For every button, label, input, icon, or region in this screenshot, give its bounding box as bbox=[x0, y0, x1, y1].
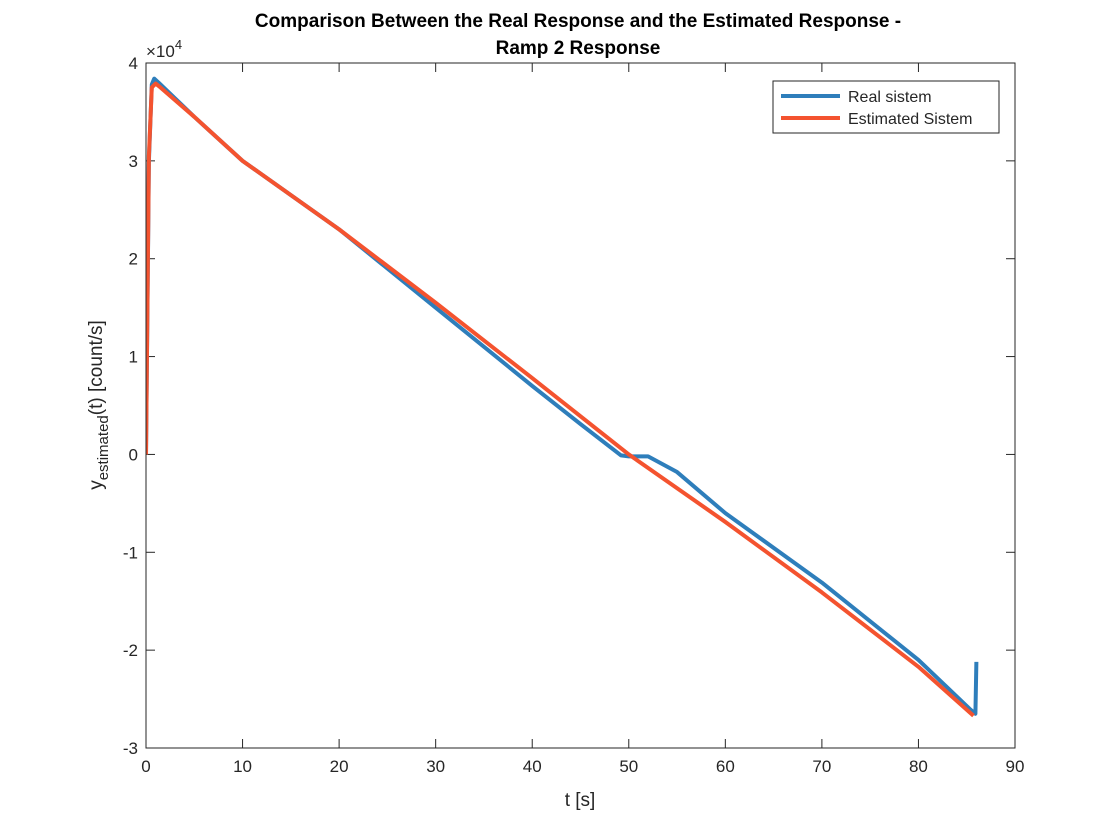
x-axis-label: t [s] bbox=[565, 790, 596, 811]
x-tick-label: 60 bbox=[716, 757, 735, 776]
y-axis-label-main: y bbox=[86, 480, 107, 490]
y-tick-label: 1 bbox=[129, 348, 138, 367]
legend-box bbox=[772, 80, 1000, 134]
x-tick-label: 30 bbox=[426, 757, 445, 776]
y-tick-label: 3 bbox=[129, 152, 138, 171]
series-real-sistem bbox=[146, 76, 979, 716]
x-tick-label: 0 bbox=[141, 757, 150, 776]
y-tick-label: 2 bbox=[129, 250, 138, 269]
y-exponent-base: ×10 bbox=[146, 42, 175, 61]
axes-box bbox=[145, 62, 1016, 749]
y-axis-label-sub: estimated bbox=[95, 415, 112, 480]
y-axis-label-tail: (t) [count/s] bbox=[86, 320, 107, 415]
x-axis-ticks: 0 10 20 30 40 50 60 70 80 90 bbox=[141, 63, 1024, 776]
y-exponent-label: ×104 bbox=[146, 37, 182, 61]
y-tick-label: -1 bbox=[123, 543, 138, 562]
chart-title-line2: Ramp 2 Response bbox=[496, 38, 661, 59]
x-tick-label: 70 bbox=[812, 757, 831, 776]
plot-area bbox=[146, 63, 1015, 748]
y-tick-label: 0 bbox=[129, 445, 138, 464]
x-tick-label: 90 bbox=[1006, 757, 1025, 776]
series-estimated-sistem bbox=[146, 81, 975, 718]
legend-label-estimated-sistem: Estimated Sistem bbox=[848, 111, 972, 128]
y-axis-label: yestimated(t) [count/s] bbox=[86, 320, 112, 490]
x-tick-label: 80 bbox=[909, 757, 928, 776]
y-tick-label: 4 bbox=[129, 54, 138, 73]
chart-title-line1: Comparison Between the Real Response and… bbox=[255, 11, 901, 32]
series-group bbox=[146, 76, 979, 718]
x-tick-label: 40 bbox=[523, 757, 542, 776]
x-tick-label: 50 bbox=[619, 757, 638, 776]
legend: Real sistem Estimated Sistem bbox=[772, 80, 1000, 134]
y-exponent-power: 4 bbox=[175, 37, 182, 52]
y-axis-ticks: -3 -2 -1 0 1 2 3 4 bbox=[123, 54, 1015, 758]
y-tick-label: -3 bbox=[123, 739, 138, 758]
x-tick-label: 20 bbox=[330, 757, 349, 776]
y-tick-label: -2 bbox=[123, 641, 138, 660]
legend-label-real-sistem: Real sistem bbox=[848, 89, 932, 106]
x-tick-label: 10 bbox=[233, 757, 252, 776]
